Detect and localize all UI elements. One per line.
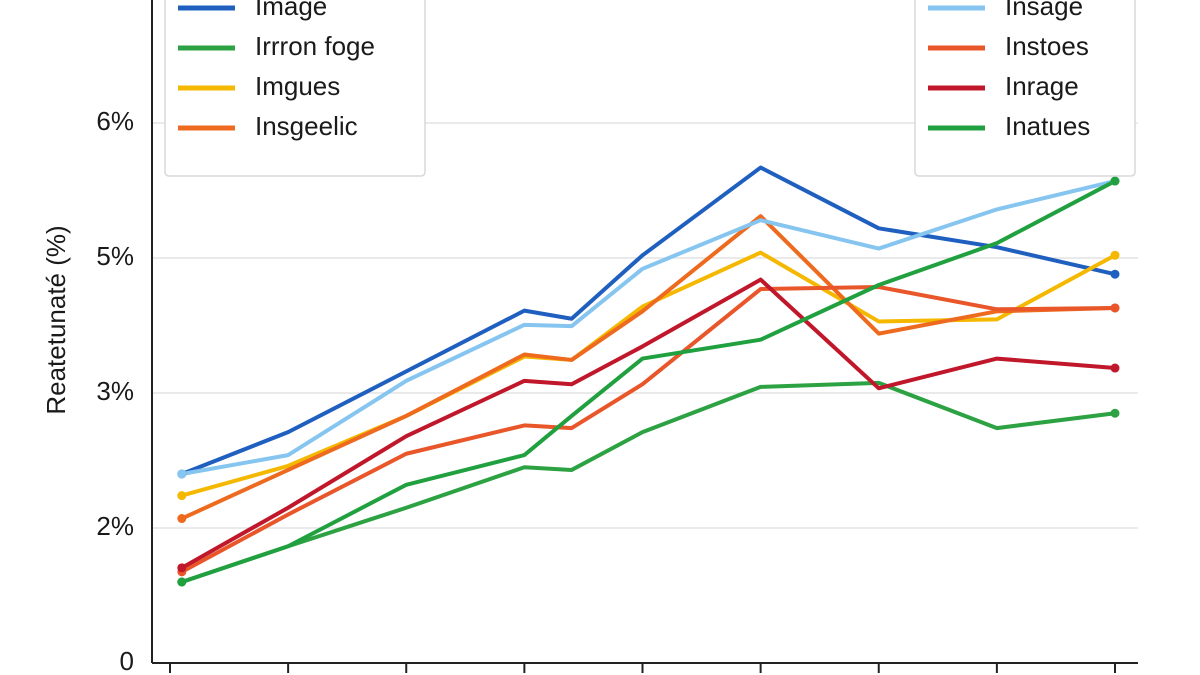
y-tick-label: 0 — [120, 646, 134, 675]
y-tick-label: 5% — [96, 241, 134, 271]
point — [177, 514, 187, 524]
series-line — [179, 250, 1117, 498]
y-tick-label: 6% — [96, 106, 134, 136]
point — [1110, 303, 1120, 313]
point — [177, 469, 187, 479]
series-line — [179, 179, 1117, 584]
legend-label: Inrage — [1005, 71, 1079, 101]
legend-label: Inatues — [1005, 111, 1090, 141]
series-line — [179, 380, 1117, 584]
legend-label: Insgeelic — [255, 111, 358, 141]
point — [1110, 269, 1120, 279]
point — [177, 577, 187, 587]
legend-label: Insage — [1005, 0, 1083, 21]
y-tick-label: 3% — [96, 376, 134, 406]
legend-box — [914, 0, 1136, 177]
series-line — [179, 165, 1117, 476]
series-line — [179, 277, 1117, 570]
series-line — [179, 179, 1117, 476]
legend-box — [164, 0, 426, 177]
point — [1110, 176, 1120, 186]
point — [1110, 363, 1120, 373]
point — [1110, 250, 1120, 260]
legend-label: Irrron foge — [255, 31, 375, 61]
legend-label: Imgues — [255, 71, 340, 101]
y-tick-label: 2% — [96, 511, 134, 541]
series-line — [179, 285, 1117, 574]
point — [1110, 408, 1120, 418]
point — [177, 563, 187, 573]
y-axis-label: Reatetunaté (%) — [41, 225, 71, 414]
legend-label: Image — [255, 0, 327, 21]
series-line — [179, 214, 1117, 521]
point — [177, 491, 187, 501]
legend-label: Instoes — [1005, 31, 1089, 61]
